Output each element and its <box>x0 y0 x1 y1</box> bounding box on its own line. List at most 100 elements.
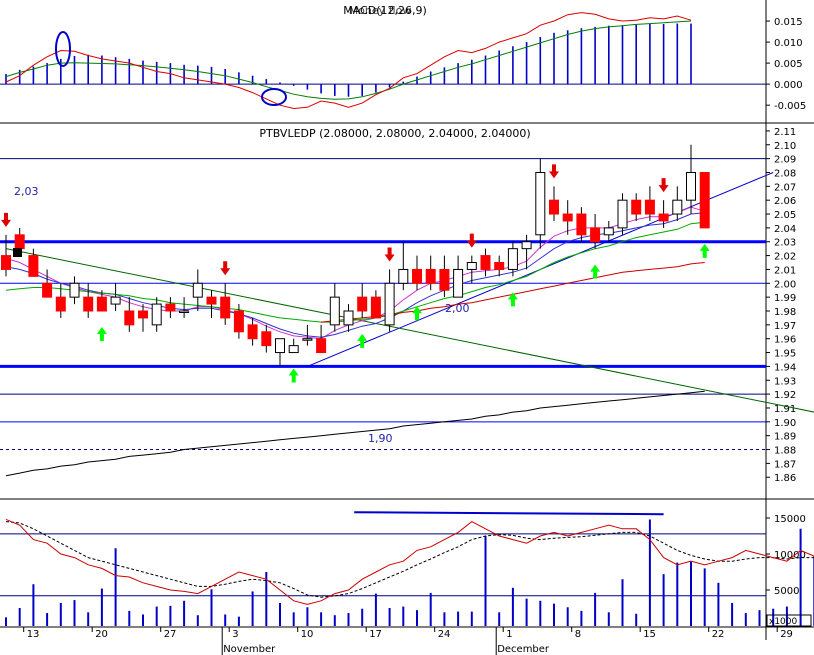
x-tick-label: 29 <box>780 629 793 640</box>
candle-down <box>357 296 368 312</box>
candle-down <box>165 303 176 312</box>
sell-arrow <box>1 212 11 227</box>
candle-up <box>521 241 532 250</box>
x-tick-label: 20 <box>95 629 108 640</box>
candle-down <box>316 338 327 354</box>
x-tick-label: 10 <box>301 629 314 640</box>
x-tick-label: 22 <box>712 629 725 640</box>
candle-down <box>549 199 559 215</box>
y-tick-label: 1.86 <box>774 473 796 484</box>
buy-arrow <box>590 264 601 279</box>
month-label: November <box>223 644 276 655</box>
candle-down <box>425 268 436 284</box>
y-tick-label: 1.93 <box>774 376 796 387</box>
ma-blue-line <box>5 212 705 338</box>
y-tick-label: 1.97 <box>774 321 796 332</box>
candle-up <box>686 171 696 201</box>
candle-down <box>480 255 491 270</box>
volume-unit-box <box>766 614 812 627</box>
y-tick-label: 2.00 <box>774 279 796 290</box>
candle-up <box>151 303 162 326</box>
candle-up <box>466 262 477 270</box>
sell-arrow <box>658 178 669 193</box>
macd-signal-line <box>5 20 692 100</box>
buy-arrow <box>357 333 368 348</box>
candle-down <box>28 255 39 277</box>
candle-up <box>617 199 628 229</box>
y-tick-label: 1.87 <box>774 459 796 470</box>
candle-up <box>110 296 121 305</box>
candle-down <box>631 199 642 215</box>
x-tick-label: 15 <box>643 629 656 640</box>
y-tick-label: 0.005 <box>774 59 803 70</box>
candle-down <box>658 213 669 222</box>
y-tick-label: -0.005 <box>774 101 806 112</box>
price-title: PTBVLEDP (2.08000, 2.08000, 2.04000, 2.0… <box>259 127 530 140</box>
candle-down <box>206 296 217 305</box>
candle-down <box>1 255 11 270</box>
candle-down <box>412 268 422 284</box>
candle-down <box>494 262 505 270</box>
candle-up <box>603 227 614 236</box>
y-tick-label: 15000 <box>774 514 806 525</box>
candle-up <box>507 248 518 270</box>
x-tick-label: 24 <box>438 629 451 640</box>
y-tick-label: 1.99 <box>774 293 796 304</box>
candle-down <box>590 227 601 243</box>
y-tick-label: 1.96 <box>774 335 796 346</box>
y-tick-label: 2.08 <box>774 168 796 179</box>
candle-down <box>220 296 231 319</box>
y-tick-label: 1.95 <box>774 349 796 360</box>
y-tick-label: 2.04 <box>774 224 796 235</box>
sell-arrow <box>466 233 477 248</box>
candle-down <box>261 331 272 347</box>
y-tick-label: 0.015 <box>774 17 803 28</box>
candle-up <box>192 282 203 298</box>
candle-up <box>69 282 80 298</box>
y-tick-label: 2.06 <box>774 196 796 207</box>
candle-down <box>83 296 94 312</box>
buy-arrow <box>507 292 518 307</box>
x-tick-label: 27 <box>164 629 177 640</box>
candle-up <box>384 282 395 326</box>
candle-up <box>179 310 190 313</box>
candle-up <box>453 268 464 298</box>
y-tick-label: 2.11 <box>774 127 796 138</box>
y-tick-label: 1.94 <box>774 362 796 373</box>
highlight-ellipse <box>55 31 71 67</box>
sell-arrow <box>220 261 231 276</box>
candle-up <box>535 171 546 236</box>
y-tick-label: 2.01 <box>774 265 796 276</box>
candle-down <box>42 282 53 298</box>
candle-down <box>233 310 244 333</box>
candle-down <box>96 296 107 312</box>
candle-up <box>329 296 340 326</box>
candle-down <box>14 234 25 250</box>
y-tick-label: 2.10 <box>774 141 796 152</box>
x-tick-label: 1 <box>506 629 512 640</box>
buy-arrow <box>699 243 710 258</box>
volume-ma-dashed <box>5 521 814 598</box>
x-tick-label: 3 <box>232 629 238 640</box>
y-tick-label: 1.98 <box>774 307 796 318</box>
macd-line <box>5 12 692 110</box>
level-label: 1,90 <box>368 432 393 445</box>
level-label: 2,03 <box>14 185 39 198</box>
highlight-ellipse <box>261 88 287 106</box>
y-tick-label: 1.89 <box>774 432 796 443</box>
volume-ma-line <box>5 518 814 605</box>
ma-black-line <box>5 390 705 477</box>
candle-up <box>672 199 683 215</box>
y-tick-label: 10000 <box>774 550 806 561</box>
x-tick-label: 13 <box>27 629 40 640</box>
y-tick-label: 0.000 <box>774 80 803 91</box>
x-tick-label: 8 <box>575 629 581 640</box>
candle-up <box>288 345 299 354</box>
y-tick-label: 2.05 <box>774 210 796 221</box>
y-tick-label: 2.03 <box>774 238 796 249</box>
sell-arrow <box>384 247 395 262</box>
sell-arrow <box>549 164 559 179</box>
candle-down <box>576 213 587 236</box>
